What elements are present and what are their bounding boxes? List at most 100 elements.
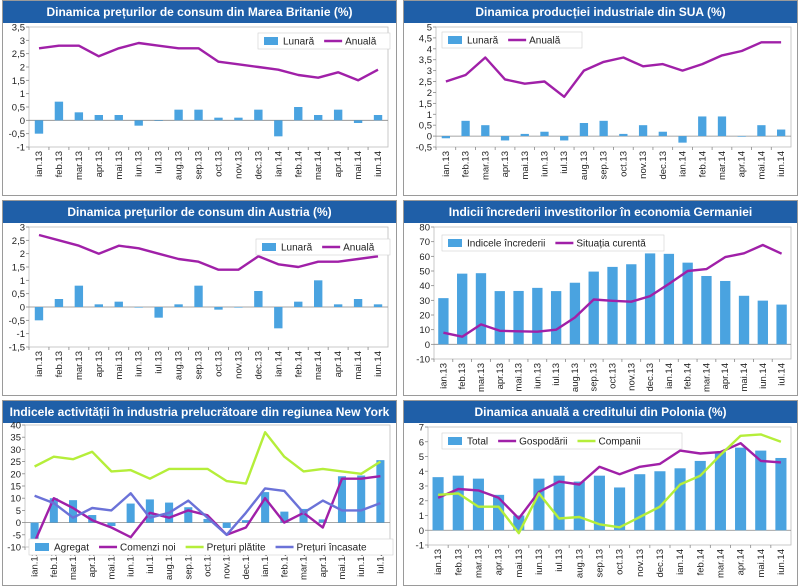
x-tick-label: mai.13 <box>114 351 125 380</box>
y-tick-label: 0,5 <box>419 121 432 132</box>
bar-agregat <box>241 520 250 523</box>
bar-agregat <box>49 498 58 523</box>
bar-agregat <box>184 507 193 523</box>
x-tick-label: feb.13 <box>461 151 472 177</box>
x-tick-label: ian.14 <box>260 551 271 577</box>
x-tick-label: oct.13 <box>608 363 619 389</box>
bar-lunar- <box>333 109 343 121</box>
x-tick-label: iun.14 <box>776 151 787 177</box>
x-tick-label: mar.14 <box>313 351 324 380</box>
bar-lunar- <box>776 129 786 137</box>
legend-box <box>28 538 394 556</box>
bar-indicele-ncrederii <box>513 290 524 345</box>
bar-total <box>735 447 747 531</box>
bar-lunar- <box>154 307 163 318</box>
bar-indicele-ncrederii <box>494 291 505 345</box>
x-tick-label: apr.14 <box>333 351 344 377</box>
legend-label: Prețuri încasate <box>297 543 367 554</box>
y-tick-label: 1,5 <box>12 263 25 274</box>
bar-total <box>634 474 646 531</box>
x-tick-label: feb.14 <box>293 151 304 177</box>
x-tick-label: mar.14 <box>313 151 324 180</box>
x-tick-label: mai.13 <box>114 151 125 180</box>
x-tick-label: mai.14 <box>337 551 348 580</box>
x-tick-label: iun.13 <box>532 363 543 389</box>
x-tick-label: nov.13 <box>638 151 649 179</box>
legend-label: Comenzi noi <box>120 543 176 554</box>
y-tick-label: 10 <box>10 494 21 505</box>
bar-lunar- <box>94 115 103 121</box>
bar-indicele-ncrederii <box>569 282 581 345</box>
legend-label: Gospodării <box>519 437 567 448</box>
bar-total <box>714 452 726 531</box>
y-tick-label: 6 <box>419 437 424 448</box>
chart-pl: -1 0 1 2 3 4 5 6 7 ian.13 feb.13 mar.13 apr.13 mai.13… <box>416 423 792 578</box>
y-tick-label: 5 <box>419 452 424 463</box>
y-tick-label: 1 <box>427 110 432 121</box>
y-tick-label: 0 <box>20 116 25 127</box>
x-tick-label: oct.13 <box>213 351 224 377</box>
bar-indicele-ncrederii <box>532 287 543 345</box>
bar-agregat <box>299 508 308 523</box>
y-tick-label: 0 <box>16 518 21 529</box>
bar-indicele-ncrederii <box>438 298 449 345</box>
x-tick-label: nov.13 <box>635 549 646 577</box>
bar-indicele-ncrederii <box>720 280 731 345</box>
bar-indicele-ncrederii <box>475 273 487 345</box>
y-tick-label: 5 <box>427 23 432 34</box>
bar-total <box>755 450 767 531</box>
bar-lunar- <box>294 107 303 121</box>
x-tick-label: ian.13 <box>433 549 444 575</box>
bar-total <box>472 478 484 531</box>
y-tick-label: 50 <box>419 267 430 278</box>
legend-box <box>257 32 391 50</box>
y-tick-label: 2,5 <box>12 49 25 60</box>
x-tick-label: oct.13 <box>213 151 224 177</box>
bar-lunar- <box>74 285 84 307</box>
x-tick-label: apr.14 <box>720 363 731 389</box>
bar-lunar- <box>34 120 44 134</box>
y-tick-label: 10 <box>419 325 430 336</box>
bar-lunar- <box>94 304 103 307</box>
x-tick-label: mar.13 <box>476 363 487 392</box>
x-tick-label: apr.14 <box>736 549 747 575</box>
bar-agregat <box>203 518 212 523</box>
x-tick-label: iun.13 <box>134 151 145 177</box>
x-tick-label: iul.13 <box>145 551 156 574</box>
bar-agregat <box>318 519 327 523</box>
bar-agregat <box>107 522 116 527</box>
x-tick-label: iul.13 <box>154 151 165 174</box>
x-tick-label: aug.13 <box>174 151 185 180</box>
y-tick-label: 80 <box>419 223 430 234</box>
legend-swatch-bar <box>448 36 462 44</box>
y-tick-label: 3 <box>20 223 25 234</box>
y-tick-label: 40 <box>10 421 21 432</box>
y-tick-label: 1 <box>20 276 25 287</box>
legend-swatch-bar <box>35 543 49 551</box>
chart-uk: -1 -0,5 0 0,5 1 1,5 2 2,5 3 3,5 ian.13 feb.13 mar.13… <box>9 23 391 180</box>
bar-indicele-ncrederii <box>644 253 656 345</box>
bar-agregat <box>376 460 385 523</box>
bar-total <box>614 487 626 531</box>
y-tick-label: -1 <box>17 329 25 340</box>
bar-lunar- <box>214 307 223 310</box>
y-tick-label: 1,5 <box>12 76 25 87</box>
y-tick-label: 4,5 <box>419 33 432 44</box>
x-tick-label: dec.13 <box>658 151 669 180</box>
x-tick-label: feb.14 <box>697 151 708 177</box>
x-tick-label: feb.14 <box>683 363 694 389</box>
bar-lunar- <box>114 115 123 121</box>
bar-lunar- <box>314 280 323 307</box>
bar-lunar- <box>658 131 667 137</box>
bar-lunar- <box>638 125 648 137</box>
y-tick-label: 1,5 <box>419 99 432 110</box>
y-tick-label: -10 <box>7 543 21 554</box>
x-tick-label: sep.13 <box>594 549 605 578</box>
y-tick-label: -0,5 <box>416 143 432 154</box>
y-tick-label: 3 <box>20 36 25 47</box>
bar-lunar- <box>174 304 183 307</box>
bar-total <box>533 478 545 531</box>
y-tick-label: -1 <box>17 143 25 154</box>
x-tick-label: dec.13 <box>241 551 252 580</box>
bar-lunar- <box>599 120 608 137</box>
